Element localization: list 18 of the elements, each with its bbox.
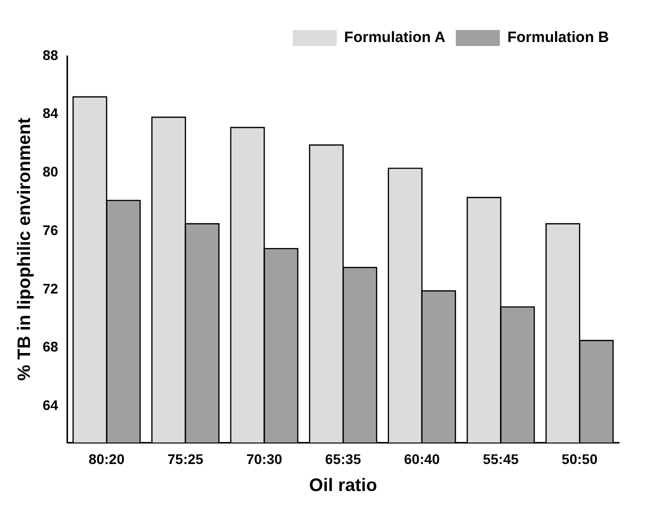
x-tick-label: 60:40 bbox=[404, 450, 440, 467]
x-tick-label: 75:25 bbox=[168, 450, 204, 467]
x-tick-label: 55:45 bbox=[482, 450, 519, 467]
y-tick-label: 88 bbox=[42, 46, 58, 63]
y-tick-label: 80 bbox=[42, 164, 58, 180]
y-axis-title: % TB in lipophilic environment bbox=[14, 118, 34, 381]
y-tick-label: 64 bbox=[42, 396, 58, 413]
y-tick-label: 84 bbox=[42, 105, 58, 122]
x-tick-label: 80:20 bbox=[88, 450, 125, 467]
y-tick-label: 72 bbox=[42, 280, 58, 296]
y-tick-label: 68 bbox=[42, 338, 58, 355]
x-tick-label: 70:30 bbox=[246, 450, 282, 467]
legend-label: Formulation B bbox=[507, 29, 610, 46]
legend-label: Formulation A bbox=[344, 29, 446, 46]
y-tick-label: 76 bbox=[42, 222, 58, 238]
x-axis-title: Oil ratio bbox=[309, 475, 378, 496]
x-tick-label: 65:35 bbox=[325, 450, 362, 467]
x-tick-label: 50:50 bbox=[562, 450, 598, 467]
